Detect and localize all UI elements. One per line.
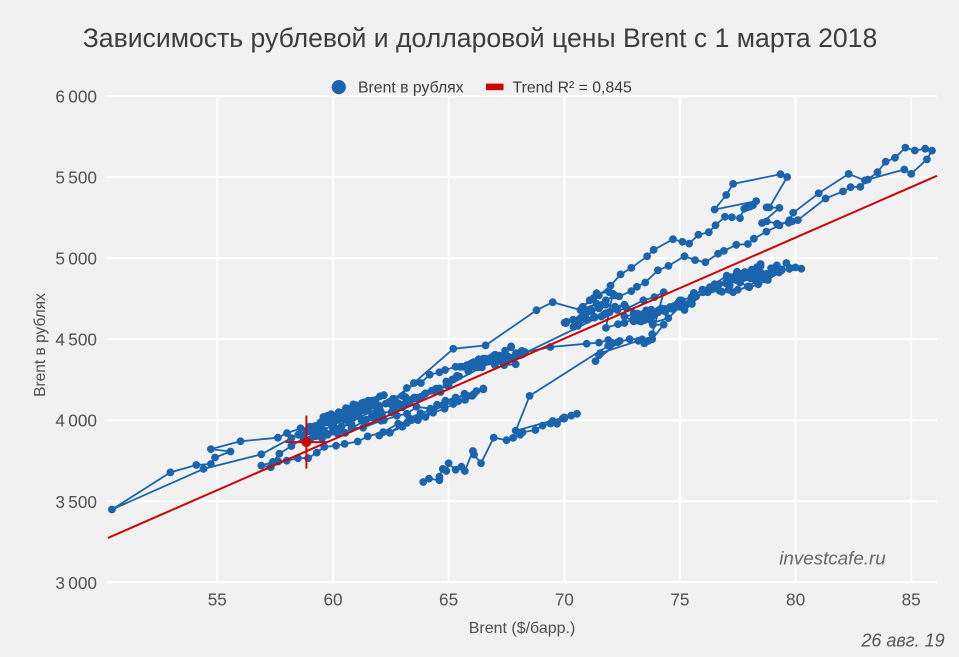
svg-text:3 500: 3 500 (55, 492, 97, 512)
svg-text:6 000: 6 000 (55, 87, 97, 107)
svg-text:26 авг. 19: 26 авг. 19 (860, 631, 944, 651)
svg-text:65: 65 (439, 590, 458, 610)
svg-text:3 000: 3 000 (55, 573, 97, 593)
svg-text:85: 85 (902, 590, 921, 610)
svg-text:Brent в рублях: Brent в рублях (358, 80, 464, 97)
svg-text:75: 75 (670, 590, 689, 610)
svg-text:5 000: 5 000 (55, 249, 97, 269)
svg-text:55: 55 (208, 590, 227, 610)
svg-text:70: 70 (555, 590, 574, 610)
svg-text:60: 60 (323, 590, 342, 610)
svg-text:Зависимость рублевой и долларо: Зависимость рублевой и долларовой цены B… (83, 23, 878, 53)
svg-text:Brent в рублях: Brent в рублях (32, 293, 49, 397)
svg-text:Brent ($/барр.): Brent ($/барр.) (469, 620, 576, 637)
svg-text:80: 80 (786, 590, 805, 610)
svg-text:Trend R² = 0,845: Trend R² = 0,845 (513, 80, 632, 97)
svg-text:4 500: 4 500 (55, 330, 97, 350)
svg-text:4 000: 4 000 (55, 411, 97, 431)
svg-text:investcafe.ru: investcafe.ru (779, 548, 886, 569)
svg-text:5 500: 5 500 (55, 168, 97, 188)
